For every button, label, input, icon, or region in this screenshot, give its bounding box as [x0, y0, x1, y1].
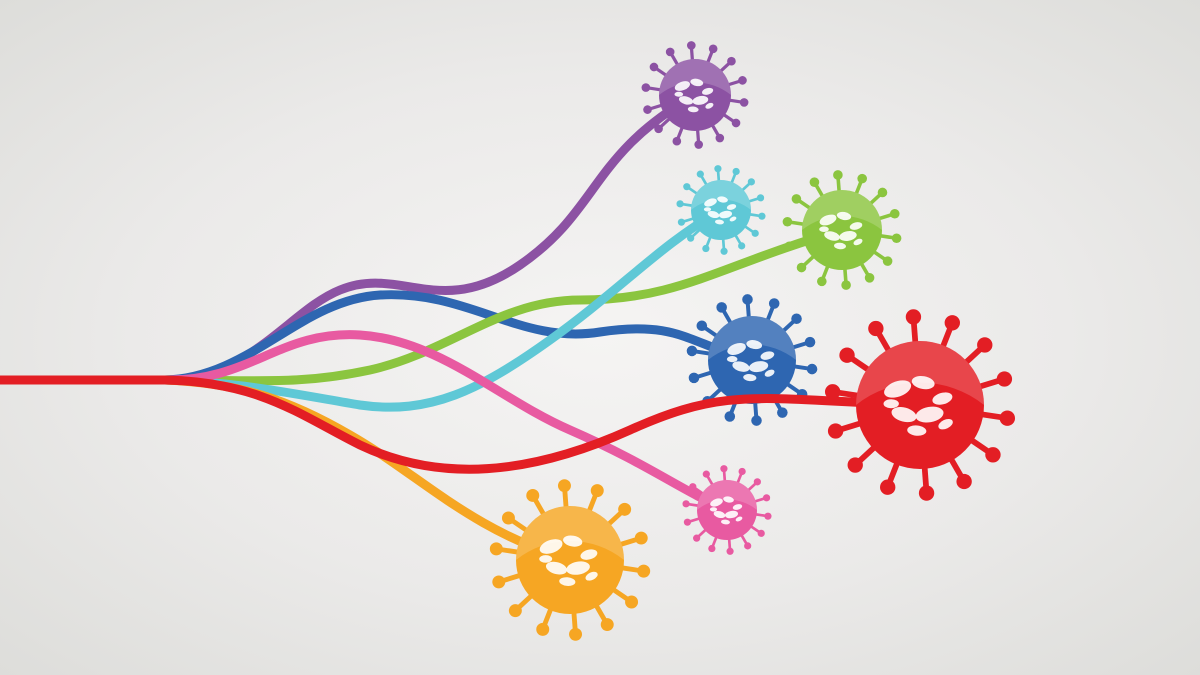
virus-icon-purple [642, 41, 749, 149]
branch-red [0, 309, 1015, 501]
virus-branch-diagram [0, 0, 1200, 675]
virus-icon-orange [490, 479, 650, 641]
branch-line-pink [0, 335, 727, 510]
virus-icon-green [783, 170, 902, 290]
virus-icon-pink [682, 465, 771, 555]
virus-icon-cyan [676, 165, 765, 255]
